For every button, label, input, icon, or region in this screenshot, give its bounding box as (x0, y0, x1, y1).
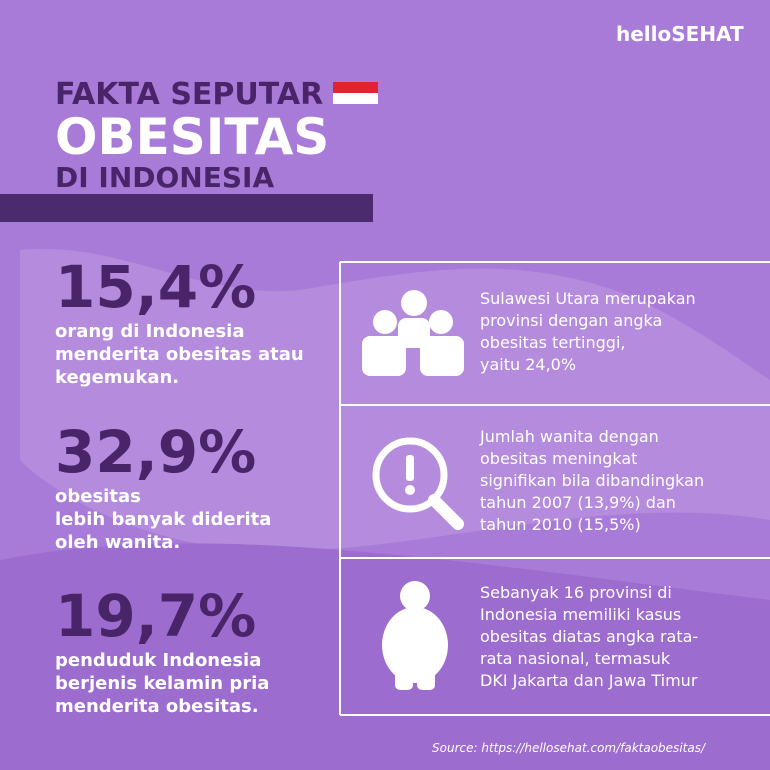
fact-text: Sebanyak 16 provinsi di (480, 583, 672, 602)
person-icon (382, 581, 448, 690)
fact-text: Sulawesi Utara merupakan (480, 289, 696, 308)
logo: helloSEHAT (616, 22, 744, 46)
stat-text: oleh wanita. (55, 532, 180, 553)
title-main: OBESITAS (55, 108, 329, 166)
fact-text: obesitas meningkat (480, 449, 637, 468)
title-line: FAKTA SEPUTAR (55, 77, 323, 112)
stat-text: menderita obesitas. (55, 696, 259, 717)
fact-text: provinsi dengan angka (480, 311, 662, 330)
fact-text: obesitas diatas angka rata- (480, 627, 698, 646)
stat-value: 32,9% (55, 418, 256, 486)
fact-text: rata nasional, termasuk (480, 649, 671, 668)
fact-text: obesitas tertinggi, (480, 333, 625, 352)
stat-text: lebih banyak diderita (55, 509, 271, 530)
flag-white (333, 93, 378, 104)
stat-text: menderita obesitas atau (55, 344, 304, 365)
people-icon (362, 290, 464, 376)
stat-text: berjenis kelamin pria (55, 673, 269, 694)
fact-text: tahun 2010 (15,5%) (480, 515, 641, 534)
stat-value: 15,4% (55, 253, 256, 321)
stat-text: kegemukan. (55, 367, 179, 388)
source: Source: https://hellosehat.com/faktaobes… (432, 741, 707, 755)
stat-text: obesitas (55, 486, 141, 507)
flag-red (333, 82, 378, 93)
title-line: DI INDONESIA (55, 161, 274, 194)
fact-text: Jumlah wanita dengan (479, 427, 659, 446)
fact-text: tahun 2007 (13,9%) dan (480, 493, 676, 512)
stat-text: penduduk Indonesia (55, 650, 261, 671)
panel-lines (339, 261, 770, 716)
stat-value: 19,7% (55, 582, 256, 650)
stat-text: orang di Indonesia (55, 321, 245, 342)
title-band (0, 194, 373, 222)
fact-text: Indonesia memiliki kasus (480, 605, 681, 624)
search-icon (372, 437, 464, 530)
fact-text: DKI Jakarta dan Jawa Timur (480, 671, 698, 690)
fact-text: yaitu 24,0% (480, 355, 576, 374)
map-shape (20, 248, 770, 551)
fact-text: signifikan bila dibandingkan (480, 471, 704, 490)
